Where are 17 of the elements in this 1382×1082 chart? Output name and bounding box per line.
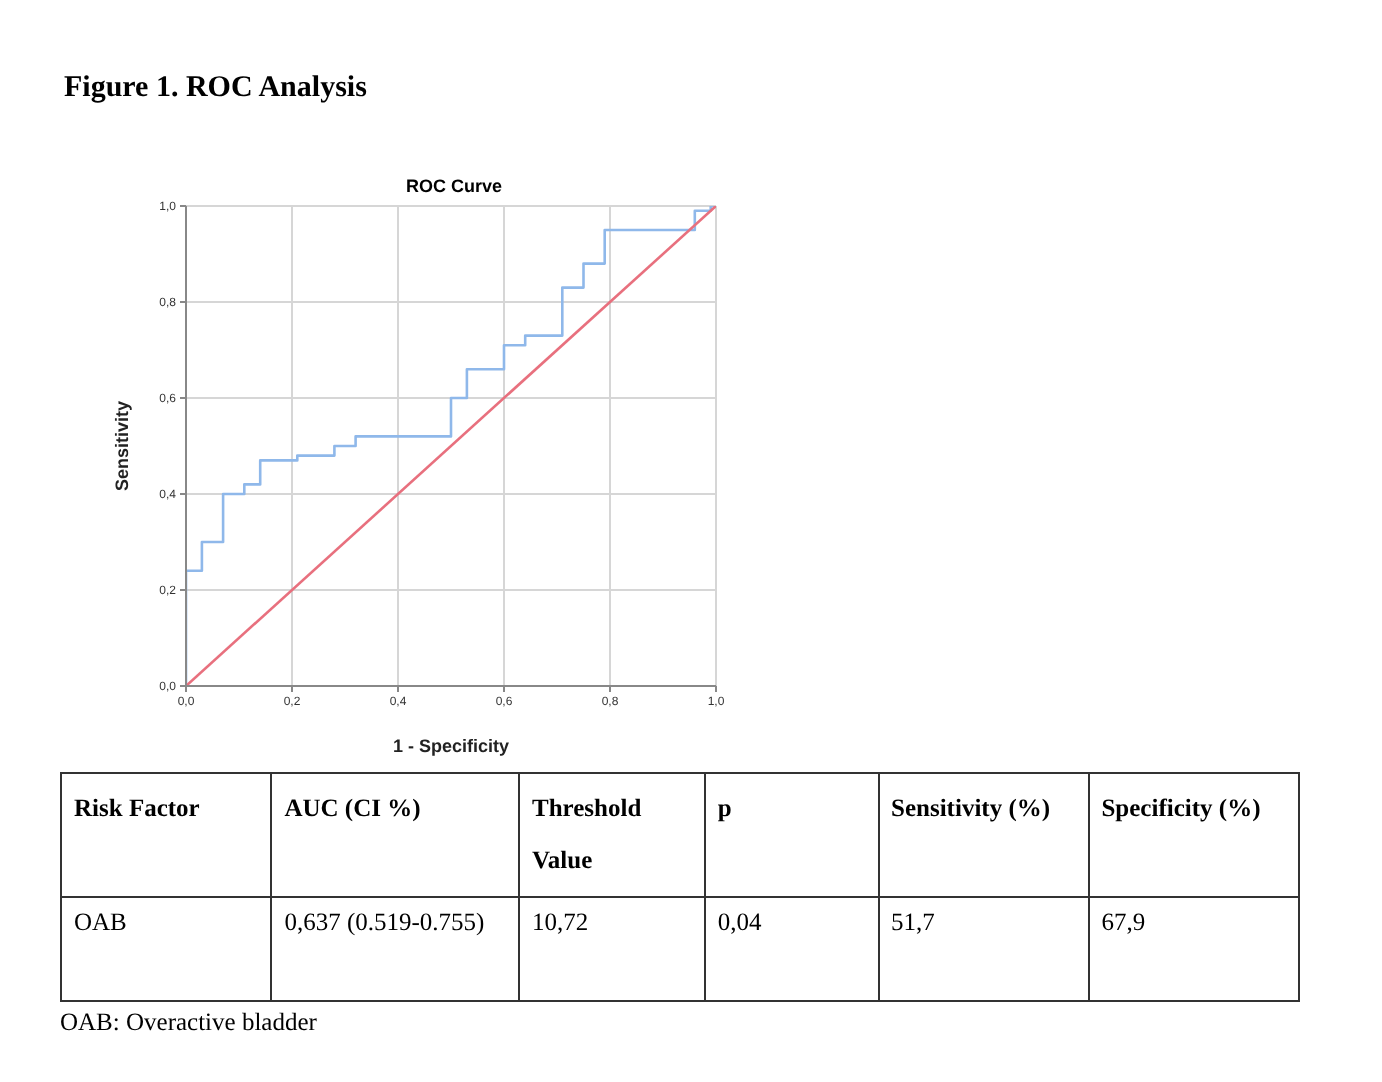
chart-subtitle: ROC Curve: [403, 176, 504, 196]
text: 67,9: [1088, 897, 1299, 1001]
text: Risk Factor: [61, 773, 272, 897]
text: Sensitivity (%): [878, 773, 1089, 897]
chart-title: Figure 1. ROC Analysis: [64, 72, 367, 106]
text: 0,04: [704, 897, 879, 1001]
text: 0,637 (0.519-0.755): [271, 897, 520, 1001]
text: OAB: [61, 897, 272, 1001]
text: p: [704, 773, 879, 897]
text: 10,72: [519, 897, 705, 1001]
text: OAB: Overactive bladder: [60, 1008, 319, 1038]
text: Threshold Value: [519, 773, 705, 897]
text: AUC (CI %): [271, 773, 520, 897]
y-axis-title: Sensitivity: [112, 400, 133, 492]
text: Specificity (%): [1088, 773, 1299, 897]
text: 51,7: [878, 897, 1089, 1001]
x-axis-title: 1 - Specificity: [392, 736, 510, 756]
